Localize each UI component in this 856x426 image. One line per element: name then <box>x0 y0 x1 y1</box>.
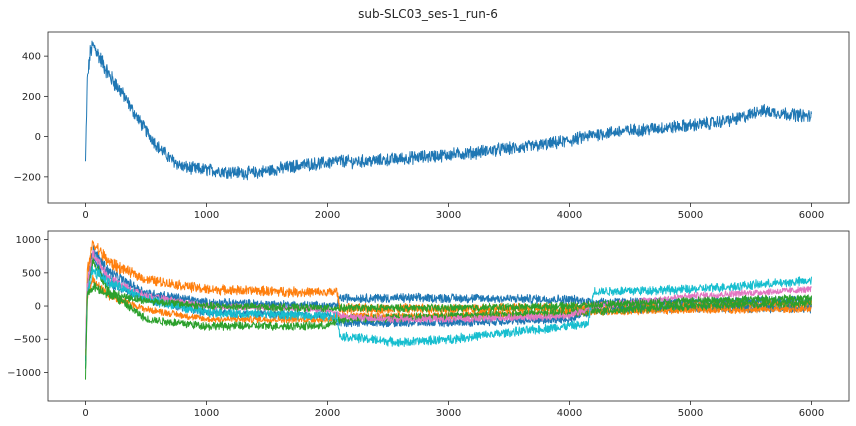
y-tick-label: −200 <box>14 172 41 183</box>
y-tick-label: −500 <box>14 335 41 346</box>
x-tick-label: 4000 <box>557 210 582 221</box>
x-tick-label: 3000 <box>436 408 461 419</box>
x-tick-label: 6000 <box>799 408 824 419</box>
series-line-5 <box>85 256 812 380</box>
top-panel: 0 1000 2000 3000 4000 5000 6000 −200 0 200 400 <box>14 31 850 221</box>
y-tick-label: 0 <box>35 302 41 313</box>
figure-title: sub-SLC03_ses-1_run-6 <box>358 7 498 21</box>
y-tick-label: 0 <box>35 132 41 143</box>
x-tick-label: 3000 <box>436 210 461 221</box>
y-tick-label: −1000 <box>7 368 41 379</box>
series-group <box>85 240 812 380</box>
x-tick-label: 0 <box>82 210 88 221</box>
x-tick-label: 2000 <box>315 210 340 221</box>
y-tick-label: 500 <box>22 268 41 279</box>
bottom-panel: 0 1000 2000 3000 4000 5000 6000 −1000 −500 0 500 10… <box>7 230 850 419</box>
x-tick-label: 1000 <box>194 210 219 221</box>
x-tick-label: 5000 <box>678 210 703 221</box>
y-tick-label: 400 <box>22 52 41 63</box>
series-line-8 <box>85 281 812 369</box>
y-tick-label: 1000 <box>16 235 41 246</box>
x-tick-label: 5000 <box>678 408 703 419</box>
x-tick-label: 0 <box>82 408 88 419</box>
series-line-3 <box>85 256 812 360</box>
x-tick-label: 1000 <box>194 408 219 419</box>
x-tick-label: 4000 <box>557 408 582 419</box>
series-line-1 <box>85 40 812 181</box>
x-tick-label: 2000 <box>315 408 340 419</box>
y-tick-label: 200 <box>22 92 41 103</box>
x-tick-label: 6000 <box>799 210 824 221</box>
series-line-7 <box>85 265 812 370</box>
series-group <box>85 40 812 181</box>
